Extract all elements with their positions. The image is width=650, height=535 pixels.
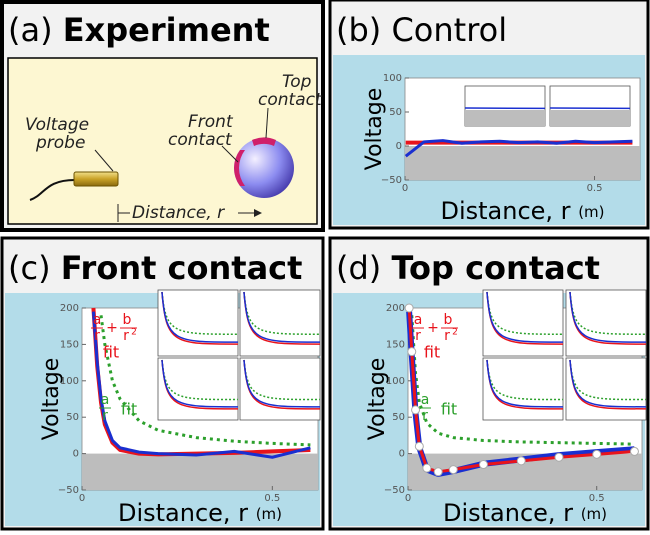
title: Top contact <box>391 249 600 287</box>
negative-region <box>82 454 318 490</box>
figure: (a) Experiment Voltage probe Front conta… <box>0 0 650 531</box>
y-axis-label: Voltage <box>39 358 64 441</box>
inset <box>240 358 320 420</box>
inset-shade <box>465 110 545 126</box>
y-tick-label: −50 <box>384 485 405 496</box>
sphere <box>234 138 294 198</box>
annotation: r <box>415 328 421 344</box>
data-point <box>412 406 420 414</box>
data-point <box>517 457 525 465</box>
annotation: a <box>93 312 102 328</box>
panel-label: (a) <box>8 11 53 49</box>
panel-a: (a) Experiment Voltage probe Front conta… <box>2 2 323 230</box>
annotation: + <box>427 320 439 336</box>
inset <box>483 358 563 420</box>
x-unit: (m) <box>256 505 282 523</box>
x-unit: (m) <box>581 505 607 523</box>
data-point <box>434 468 442 476</box>
panel-label: (c) <box>8 249 51 287</box>
y-axis-label: Voltage <box>365 358 390 441</box>
inset <box>566 358 646 420</box>
probe-label: Voltage <box>25 115 89 135</box>
annotation: b <box>444 312 453 328</box>
top-label: Top <box>282 72 312 92</box>
negative-region <box>405 146 640 180</box>
probe-label: probe <box>35 133 85 153</box>
x-label-text: Distance, r <box>440 197 570 225</box>
y-axis-label: Voltage <box>362 88 387 171</box>
panel-label: (b) <box>336 11 381 49</box>
annotation: 2 <box>131 328 137 338</box>
annotation: 2 <box>452 328 458 338</box>
panel-title: (c) Front contact <box>8 249 302 287</box>
top-label: contact <box>258 90 323 110</box>
data-point <box>415 442 423 450</box>
annotation: r <box>444 328 450 344</box>
y-tick-label: −50 <box>381 175 402 186</box>
y-tick-label: 200 <box>386 303 405 314</box>
title: Experiment <box>63 11 270 49</box>
annotation: a <box>414 312 423 328</box>
inset <box>158 358 238 420</box>
x-unit: (m) <box>578 203 604 221</box>
data-point <box>449 466 457 474</box>
annotation: fit <box>441 400 457 419</box>
y-tick-label: 0 <box>73 449 79 460</box>
data-point <box>630 447 638 455</box>
panel-title: (a) Experiment <box>8 11 270 49</box>
x-tick-label: 0.5 <box>589 493 605 504</box>
annotation: r <box>94 328 100 344</box>
title: Front contact <box>61 249 303 287</box>
y-tick-label: 50 <box>66 412 79 423</box>
y-tick-label: 100 <box>383 73 402 84</box>
x-tick-label: 0 <box>79 493 85 504</box>
inset-shade <box>550 110 630 126</box>
x-tick-label: 0 <box>405 493 411 504</box>
annotation: fit <box>424 343 440 362</box>
y-tick-label: 50 <box>392 412 405 423</box>
data-point <box>423 464 431 472</box>
panel-title: (b) Control <box>336 11 507 49</box>
annotation: + <box>106 320 118 336</box>
y-tick-label: 0 <box>396 141 402 152</box>
probe <box>74 172 118 186</box>
annotation: fit <box>103 343 119 362</box>
panel-label: (d) <box>336 249 381 287</box>
annotation: r <box>102 408 108 424</box>
y-tick-label: 0 <box>399 449 405 460</box>
x-tick-label: 0.5 <box>264 493 280 504</box>
x-tick-label: 0 <box>402 183 408 194</box>
y-tick-label: 150 <box>60 339 79 350</box>
annotation: a <box>421 392 430 408</box>
x-label-text: Distance, r <box>443 499 573 527</box>
y-tick-label: 50 <box>389 107 402 118</box>
annotation: a <box>101 392 110 408</box>
y-tick-label: 200 <box>60 303 79 314</box>
title: Control <box>391 11 507 49</box>
data-point <box>408 348 416 356</box>
data-point <box>479 461 487 469</box>
annotation: r <box>123 328 129 344</box>
data-point <box>593 450 601 458</box>
y-tick-label: 150 <box>386 339 405 350</box>
distance-label: Distance, r <box>132 203 225 223</box>
x-tick-label: 0.5 <box>587 183 603 194</box>
x-label-text: Distance, r <box>118 499 248 527</box>
data-point <box>555 453 563 461</box>
panel-title: (d) Top contact <box>336 249 600 287</box>
annotation: r <box>422 408 428 424</box>
y-tick-label: −50 <box>58 485 79 496</box>
annotation: b <box>123 312 132 328</box>
data-point <box>405 304 413 312</box>
annotation: fit <box>121 400 137 419</box>
front-label: Front <box>188 112 234 132</box>
